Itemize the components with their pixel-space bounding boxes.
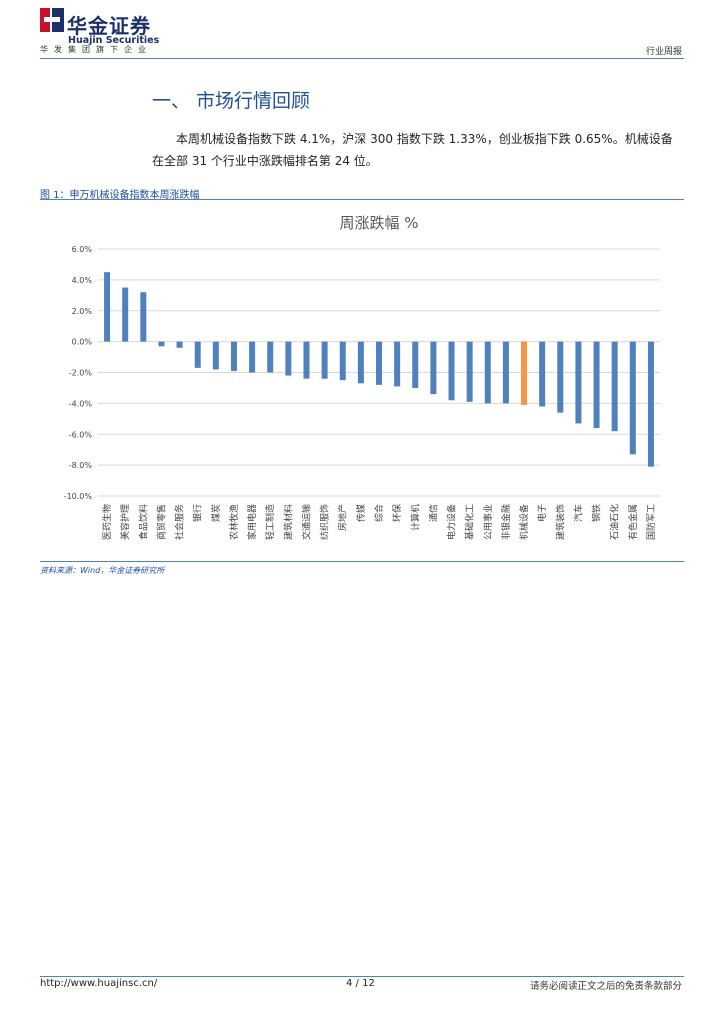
x-category-label: 建筑材料 [282,504,294,540]
bar [376,341,382,385]
bar [212,341,219,370]
bar [430,341,437,395]
x-category-label: 美容护理 [119,504,131,540]
y-tick-label: 2.0% [72,307,93,316]
bar [303,341,310,379]
weekly-change-bar-chart: 周涨跌幅 % 6.0% 4.0% 2.0% 0.0% -2.0% -4.0% -6.0% -8.… [64,214,660,540]
bar [448,341,455,401]
x-category-label: 机械设备 [518,504,530,540]
bar [176,341,183,348]
brand-name-cn: 华金证券 [67,14,151,38]
report-type-label: 行业周报 [645,47,682,57]
x-category-label: 交通运输 [300,504,312,540]
x-category-label: 煤炭 [210,504,222,522]
header-divider [40,58,684,59]
x-category-label: 银行 [192,504,204,522]
bar [339,341,346,381]
footer-website-link[interactable]: http://www.huajinsc.cn/ [40,978,158,989]
x-category-label: 基础化工 [464,504,476,540]
bar [249,341,256,373]
brand-name-en: Huajin Securities [68,35,160,46]
y-tick-label: 4.0% [72,276,93,285]
x-category-label: 钢铁 [591,504,603,522]
bar [484,341,491,404]
x-category-label: 通信 [427,504,439,522]
bar [575,341,582,424]
bar [357,341,364,384]
bar [158,341,165,347]
y-tick-label: 6.0% [72,245,93,254]
group-tagline: 华发集团旗下企业 [40,45,152,54]
bar [230,341,237,371]
x-category-label: 建筑装饰 [554,504,566,540]
x-category-label: 电子 [536,504,548,522]
bar [267,341,274,373]
x-category-label: 房地产 [337,504,349,531]
x-category-label: 公用事业 [482,504,494,540]
section-title: 一、 市场行情回顾 [152,90,311,112]
bar [502,341,509,404]
bar [539,341,546,407]
bar [466,341,473,402]
company-logo: 华金证券 Huajin Securities [40,8,170,52]
bar [521,341,528,405]
x-category-label: 家用电器 [246,504,258,540]
x-category-label: 食品饮料 [137,504,149,540]
bar [647,341,654,467]
bar [122,287,129,342]
x-category-label: 综合 [373,504,385,522]
x-category-label: 农林牧渔 [228,504,240,540]
x-category-label: 纺织服饰 [319,504,331,540]
page-number: 4 / 12 [346,978,375,989]
x-category-label: 电力设备 [446,504,458,540]
bar [321,341,328,379]
bar [557,341,564,413]
x-category-label: 商贸零售 [155,504,167,540]
y-tick-label: -4.0% [69,399,93,408]
y-tick-label: -8.0% [69,461,93,470]
figure-bottom-divider [40,561,684,562]
bar [104,272,111,342]
y-tick-label: 0.0% [72,338,93,347]
bar [412,341,419,388]
bar [593,341,600,429]
x-category-label: 石油石化 [609,504,621,540]
bar [285,341,292,376]
x-category-label: 计算机 [409,504,421,531]
y-tick-label: -6.0% [69,430,93,439]
bar [394,341,401,387]
y-tick-label: -10.0% [64,492,93,501]
x-category-label: 国防军工 [645,504,657,540]
figure-caption: 图 1：申万机械设备指数本周涨跌幅 [40,190,200,201]
bar [194,341,201,368]
x-category-label: 有色金属 [627,504,639,540]
huajin-logo-icon [40,8,64,32]
x-category-label: 轻工制造 [264,504,276,540]
figure-source: 资料来源：Wind，华金证券研究所 [40,566,165,575]
footer-divider [40,976,684,977]
x-category-label: 社会服务 [174,504,186,540]
figure-top-divider [40,199,684,200]
y-tick-label: -2.0% [69,369,93,378]
market-review-paragraph: 本周机械设备指数下跌 4.1%，沪深 300 指数下跌 1.33%，创业板指下跌… [152,132,673,168]
x-category-label: 汽车 [572,504,584,522]
chart-title: 周涨跌幅 % [339,214,418,232]
footer-disclaimer: 请务必阅读正文之后的免责条款部分 [529,981,682,992]
x-category-label: 医药生物 [101,504,113,540]
bar [611,341,618,432]
x-category-label: 传媒 [355,504,367,522]
x-category-label: 环保 [391,504,403,522]
x-category-label: 非银金融 [500,504,512,540]
bar [140,292,147,342]
bar [629,341,636,455]
